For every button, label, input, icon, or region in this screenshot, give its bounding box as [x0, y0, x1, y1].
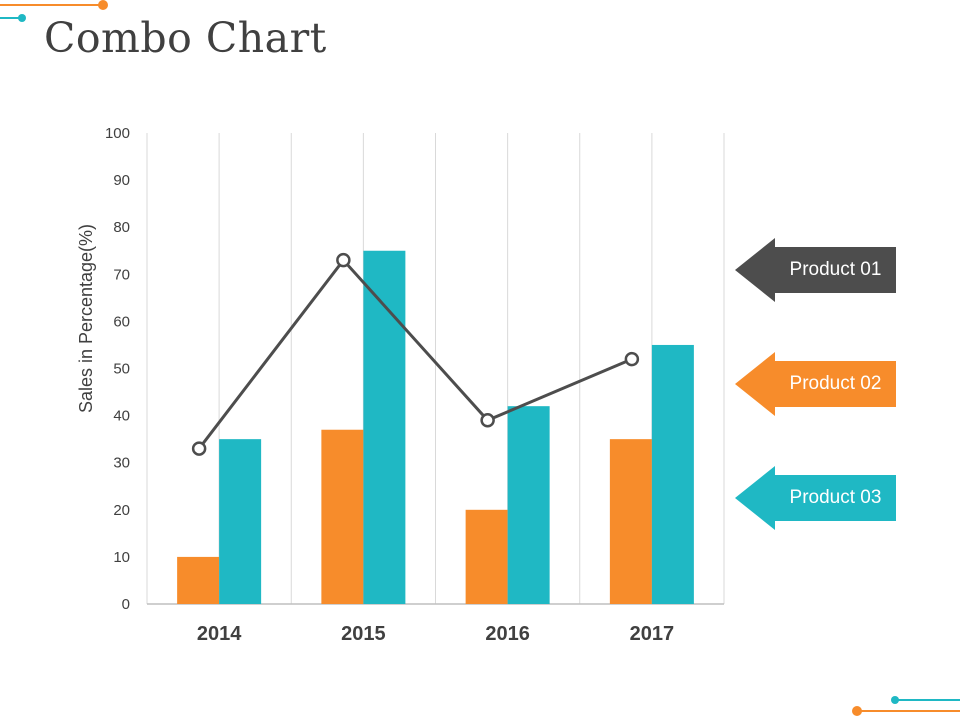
x-tick-label: 2015 — [341, 623, 386, 645]
bar-product-02-2016 — [465, 509, 508, 604]
bottom-right-decoration — [852, 696, 960, 716]
y-tick-label: 30 — [113, 455, 130, 472]
legend-label-product-01: Product 01 — [789, 259, 882, 280]
legend-arrow-product-03 — [735, 466, 896, 530]
legend-item-product-03: Product 03 — [735, 466, 896, 530]
y-tick-label: 70 — [113, 266, 130, 283]
bar-product-03-2014 — [219, 439, 262, 604]
page-title: Combo Chart — [44, 14, 327, 62]
legend-item-product-02: Product 02 — [735, 352, 896, 416]
point-product-01-2017 — [624, 351, 640, 367]
y-tick-label: 0 — [122, 596, 130, 613]
y-tick-label: 90 — [113, 172, 130, 189]
bar-product-02-2015 — [321, 429, 364, 604]
legend-label-product-03: Product 03 — [789, 487, 882, 508]
x-tick-label: 2014 — [197, 623, 242, 645]
bar-product-03-2015 — [363, 250, 406, 604]
y-tick-label: 50 — [113, 361, 130, 378]
y-tick-label: 40 — [113, 408, 130, 425]
point-product-01-2016 — [480, 413, 495, 428]
top-left-decoration — [0, 0, 108, 22]
y-axis-label: Sales in Percentage(%) — [76, 224, 96, 413]
x-tick-label: 2017 — [630, 623, 675, 645]
legend-arrow-product-01 — [735, 238, 896, 302]
y-tick-label: 100 — [105, 125, 130, 142]
legend-item-product-01: Product 01 — [735, 238, 896, 302]
y-tick-label: 60 — [113, 313, 130, 330]
legend-arrow-product-02 — [735, 352, 896, 416]
legend-label-product-02: Product 02 — [789, 373, 882, 394]
point-product-01-2015 — [336, 252, 351, 268]
point-product-01-2014 — [191, 441, 207, 456]
y-tick-label: 80 — [113, 219, 130, 236]
bar-product-02-2017 — [609, 439, 652, 604]
y-tick-label: 20 — [113, 502, 130, 519]
y-tick-label: 10 — [113, 549, 130, 566]
bar-product-03-2017 — [651, 344, 694, 604]
bar-product-02-2014 — [177, 556, 220, 604]
bar-product-03-2016 — [507, 406, 550, 604]
x-tick-label: 2016 — [485, 623, 530, 645]
line-product-01 — [197, 257, 633, 450]
